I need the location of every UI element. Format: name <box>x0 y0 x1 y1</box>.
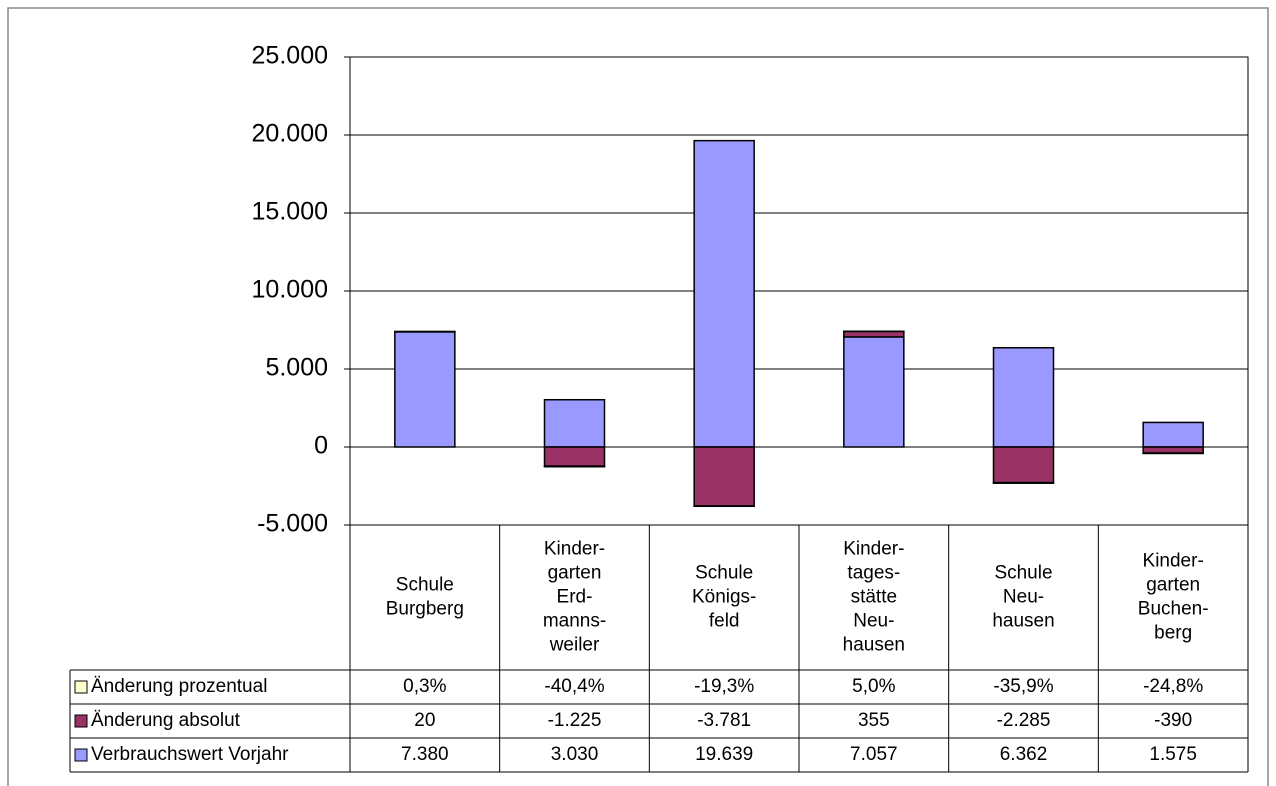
legend-key <box>74 748 88 762</box>
table-value: 6.362 <box>1000 744 1048 765</box>
category-label: Buchen- <box>1138 599 1209 620</box>
category-label: Kinder- <box>843 539 904 560</box>
category-label: garten <box>1146 575 1200 596</box>
legend-label: Verbrauchswert Vorjahr <box>91 744 289 765</box>
bar <box>843 330 905 338</box>
category-label: Königs- <box>692 587 756 608</box>
bar <box>543 446 606 467</box>
table-value: 3.030 <box>551 744 599 765</box>
y-tick-label: 5.000 <box>265 354 328 382</box>
table-value: -40,4% <box>544 676 604 697</box>
table-value: -2.285 <box>997 710 1051 731</box>
bar <box>1142 446 1204 454</box>
bar <box>992 347 1055 448</box>
category-label: Schule <box>396 575 454 596</box>
bar <box>992 446 1055 484</box>
category-label: Kinder- <box>1143 551 1204 572</box>
bar <box>543 465 606 468</box>
category-label: Neu- <box>1003 587 1044 608</box>
category-label: hausen <box>843 635 905 656</box>
bar <box>693 139 755 448</box>
y-tick-label: -5.000 <box>257 510 328 538</box>
table-value: 5,0% <box>852 676 895 697</box>
y-tick-label: 25.000 <box>252 42 328 70</box>
category-label: Schule <box>695 563 753 584</box>
category-label: Erd- <box>557 587 593 608</box>
category-label: berg <box>1154 623 1192 644</box>
legend-key <box>74 680 88 694</box>
category-label: hausen <box>992 611 1054 632</box>
table-value: 7.057 <box>850 744 898 765</box>
chart-border <box>7 7 1269 786</box>
bar <box>843 336 905 448</box>
table-value: 355 <box>858 710 890 731</box>
bar <box>693 446 755 507</box>
table-value: -390 <box>1154 710 1192 731</box>
table-value: -35,9% <box>993 676 1053 697</box>
table-value: 7.380 <box>401 744 449 765</box>
category-label: garten <box>548 563 602 584</box>
category-label: tages- <box>847 563 900 584</box>
category-label: stätte <box>851 587 897 608</box>
y-tick-label: 20.000 <box>252 120 328 148</box>
category-label: Schule <box>994 563 1052 584</box>
bar <box>394 331 456 448</box>
table-value: -24,8% <box>1143 676 1203 697</box>
category-label: Burgberg <box>386 599 464 620</box>
y-tick-label: 15.000 <box>252 198 328 226</box>
category-label: manns- <box>543 611 606 632</box>
y-tick-label: 0 <box>314 432 328 460</box>
table-value: 0,3% <box>403 676 446 697</box>
category-label: weiler <box>549 635 600 656</box>
table-value: 1.575 <box>1149 744 1197 765</box>
table-value: 19.639 <box>695 744 753 765</box>
bar <box>992 481 1055 484</box>
legend-label: Änderung absolut <box>91 710 241 731</box>
legend-key <box>74 714 88 728</box>
table-value: -1.225 <box>548 710 602 731</box>
table-value: 20 <box>414 710 435 731</box>
y-tick-label: 10.000 <box>252 276 328 304</box>
category-label: feld <box>709 611 740 632</box>
legend-label: Änderung prozentual <box>91 676 267 697</box>
bar <box>1142 421 1204 448</box>
category-label: Neu- <box>853 611 894 632</box>
bar <box>543 398 606 448</box>
table-value: -19,3% <box>694 676 754 697</box>
table-value: -3.781 <box>697 710 751 731</box>
category-label: Kinder- <box>544 539 605 560</box>
